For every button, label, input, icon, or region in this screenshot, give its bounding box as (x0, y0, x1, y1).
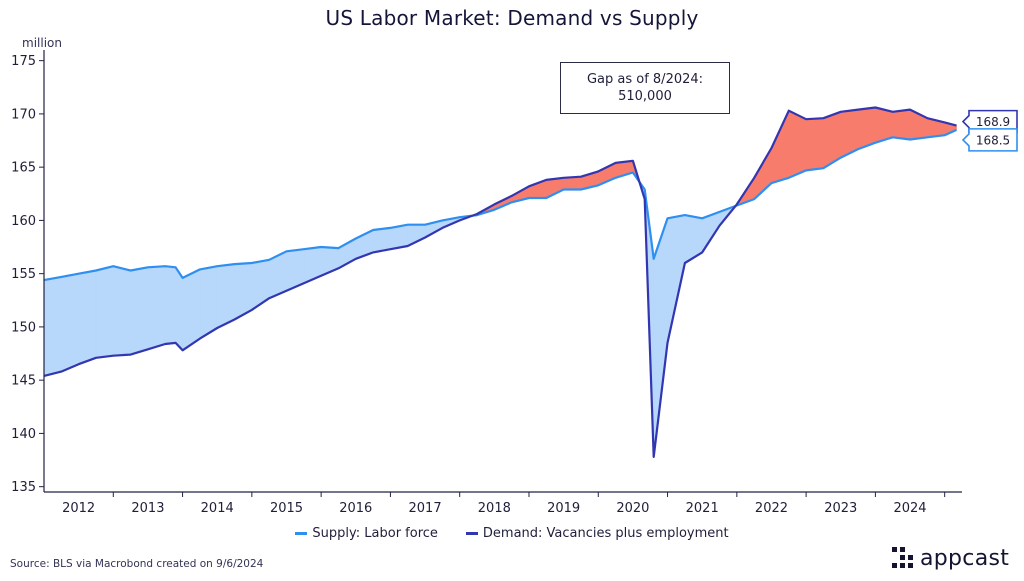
supply-gap-area (78, 270, 97, 365)
supply-gap-area (130, 266, 149, 356)
x-tick-label: 2016 (339, 501, 372, 516)
supply-gap-area (175, 266, 183, 352)
y-tick-label: 170 (11, 107, 36, 122)
demand-gap-area (892, 109, 911, 140)
legend-label-demand: Demand: Vacancies plus employment (482, 526, 729, 541)
x-tick-label: 2018 (478, 501, 511, 516)
demand-gap-area (771, 110, 790, 184)
x-tick-label: 2024 (893, 501, 926, 516)
supply-gap-area (113, 265, 131, 357)
supply-end-label: 168.5 (976, 133, 1010, 147)
supply-gap-area (684, 214, 703, 264)
x-tick-label: 2012 (62, 501, 95, 516)
supply-gap-area (43, 276, 62, 377)
x-tick-label: 2013 (131, 501, 164, 516)
legend-swatch-demand (465, 532, 478, 535)
supply-end-label-box (961, 128, 1018, 152)
supply-gap-area (164, 265, 176, 345)
gap-annotation-line2: 510,000 (618, 89, 672, 104)
y-tick-label: 150 (11, 320, 36, 335)
x-tick-label: 2020 (616, 501, 649, 516)
supply-gap-area (199, 265, 218, 340)
x-tick-label: 2014 (201, 501, 234, 516)
y-axis-unit-label: million (22, 36, 62, 50)
y-tick-label: 135 (11, 480, 36, 495)
x-tick-label: 2021 (686, 501, 719, 516)
x-tick-label: 2023 (824, 501, 857, 516)
gap-annotation-box: Gap as of 8/2024: 510,000 (560, 62, 730, 114)
supply-gap-area (147, 265, 166, 350)
chart-title: US Labor Market: Demand vs Supply (325, 6, 699, 30)
demand-end-label: 168.9 (976, 115, 1010, 129)
x-tick-label: 2017 (409, 501, 442, 516)
supply-gap-area (60, 273, 79, 373)
y-tick-label: 140 (11, 427, 36, 442)
dot-grid-icon (892, 546, 913, 568)
x-tick-label: 2015 (270, 501, 303, 516)
y-tick-label: 155 (11, 267, 36, 282)
legend-swatch-supply (295, 532, 308, 535)
supply-gap-area (182, 268, 201, 351)
legend-item-demand: Demand: Vacancies plus employment (465, 526, 729, 541)
supply-gap-area (95, 265, 114, 359)
supply-gap-area (216, 263, 235, 329)
logo-wordmark: appcast (920, 546, 1010, 571)
demand-line (43, 106, 957, 458)
x-tick-label: 2022 (755, 501, 788, 516)
y-tick-label: 175 (11, 54, 36, 69)
legend-item-supply: Supply: Labor force (295, 526, 438, 541)
demand-gap-area (788, 110, 807, 179)
y-tick-label: 145 (11, 374, 36, 389)
legend-label-supply: Supply: Labor force (312, 526, 438, 541)
y-tick-label: 165 (11, 161, 36, 176)
supply-line (43, 128, 957, 282)
y-tick-label: 160 (11, 214, 36, 229)
appcast-logo: appcast (892, 546, 1009, 571)
chart-legend: Supply: Labor force Demand: Vacancies pl… (0, 526, 1024, 541)
gap-annotation-line1: Gap as of 8/2024: (586, 72, 704, 87)
source-note: Source: BLS via Macrobond created on 9/6… (10, 558, 264, 570)
x-tick-label: 2019 (547, 501, 580, 516)
supply-gap-area (251, 259, 270, 311)
demand-gap-area (805, 117, 824, 171)
